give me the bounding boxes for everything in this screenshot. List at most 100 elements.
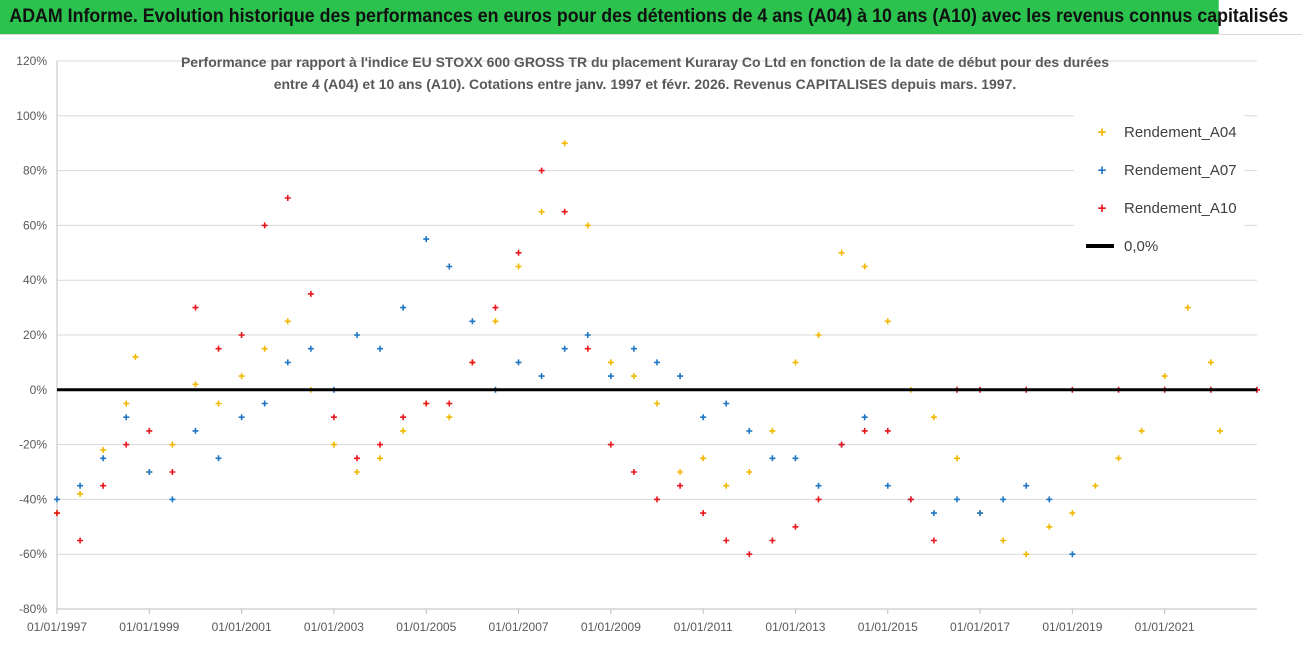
x-tick-label: 01/01/1997 (27, 620, 87, 634)
y-tick-label: 40% (23, 273, 47, 287)
data-point (215, 345, 222, 352)
data-point (284, 195, 291, 201)
data-point (815, 332, 822, 338)
data-point (954, 496, 960, 503)
series-Rendement_A04 (54, 140, 1224, 558)
x-tick-label: 01/01/2013 (765, 620, 825, 634)
data-point (861, 414, 868, 421)
data-point (677, 373, 684, 380)
data-point (423, 236, 430, 243)
data-point (492, 318, 499, 325)
y-tick-label: -60% (19, 547, 47, 561)
legend-item-a10: + Rendement_A10 (1084, 197, 1237, 219)
data-point (377, 345, 384, 352)
data-point (54, 496, 60, 503)
legend-label-zero: 0,0% (1124, 237, 1159, 255)
x-tick-label: 01/01/2009 (581, 620, 641, 634)
data-point (630, 469, 637, 475)
data-point (469, 318, 476, 325)
y-tick-label: 100% (16, 109, 47, 123)
data-point (630, 373, 637, 380)
report-banner-title: ADAM Informe. Evolution historique des p… (0, 0, 1288, 34)
data-point (261, 222, 268, 229)
data-point (700, 510, 707, 517)
data-point (677, 469, 684, 475)
y-tick-label: 120% (16, 54, 47, 68)
data-point (930, 537, 937, 544)
data-point (238, 373, 245, 380)
chart-subtitle-line-2: entre 4 (A04) et 10 ans (A10). Cotations… (273, 76, 1017, 92)
x-tick-label: 01/01/2003 (304, 620, 364, 634)
x-tick-label: 01/01/2015 (858, 620, 918, 634)
data-point (100, 447, 107, 454)
data-point (307, 290, 314, 297)
legend-label-a04: Rendement_A04 (1124, 123, 1237, 141)
legend-item-a07: + Rendement_A07 (1084, 159, 1237, 181)
data-point (400, 427, 407, 434)
data-point (654, 400, 660, 407)
legend-marker-a07: + (1097, 161, 1107, 179)
data-point (1023, 551, 1030, 558)
legend-marker-a04: + (1097, 123, 1107, 141)
x-tick-label: 01/01/2005 (396, 620, 456, 634)
data-point (769, 537, 776, 544)
data-point (354, 455, 360, 462)
data-point (723, 482, 730, 489)
legend-label-a07: Rendement_A07 (1124, 161, 1237, 179)
data-point (123, 441, 130, 448)
x-tick-label: 01/01/2019 (1042, 620, 1102, 634)
data-point (1184, 304, 1191, 311)
data-point (930, 510, 937, 517)
data-point (954, 455, 960, 462)
data-point (630, 345, 637, 352)
data-point (792, 359, 799, 366)
data-point (77, 482, 84, 489)
data-point (169, 496, 176, 503)
data-point (492, 304, 499, 311)
data-point (215, 455, 222, 462)
data-point (284, 318, 291, 325)
data-point (1069, 551, 1076, 558)
data-point (192, 427, 199, 434)
data-point (446, 263, 453, 270)
data-point (861, 427, 868, 434)
legend-label-a10: Rendement_A10 (1124, 199, 1237, 217)
data-point (1138, 427, 1145, 434)
data-point (354, 469, 360, 475)
y-tick-label: 0% (30, 383, 48, 397)
data-point (377, 441, 384, 448)
data-point (515, 249, 522, 256)
data-point (884, 318, 891, 325)
y-tick-label: -80% (19, 602, 47, 616)
data-point (561, 208, 568, 215)
legend-item-a04: + Rendement_A04 (1084, 121, 1237, 143)
chart-subtitle: Performance par rapport à l'indice EU ST… (140, 51, 1150, 95)
data-point (907, 496, 914, 503)
chart-area: 120% 100% 80% 60% 40% 20% 0% -20% -40% -60% -80% 0… (0, 34, 1302, 648)
data-point (1069, 510, 1076, 517)
data-point (515, 263, 522, 270)
y-tick-label: 60% (23, 218, 47, 232)
data-point (1023, 482, 1030, 489)
data-point (538, 373, 545, 380)
x-tick-label: 01/01/2011 (674, 620, 733, 634)
data-point (792, 455, 799, 462)
data-point (77, 490, 84, 497)
data-point (584, 332, 591, 338)
data-point (538, 167, 545, 174)
chart-legend: + Rendement_A04 + Rendement_A07 + Rendem… (1074, 113, 1244, 263)
y-tick-label: 20% (23, 328, 47, 342)
data-point (54, 510, 60, 517)
x-tick-label: 01/01/1999 (119, 620, 179, 634)
data-point (677, 482, 684, 489)
data-point (238, 332, 245, 338)
data-point (723, 400, 730, 407)
data-point (561, 140, 568, 147)
y-tick-label: -40% (19, 492, 47, 506)
data-point (146, 469, 153, 475)
data-point (815, 482, 822, 489)
data-point (977, 510, 984, 517)
data-point (723, 537, 730, 544)
data-point (192, 381, 199, 388)
data-point (215, 400, 222, 407)
